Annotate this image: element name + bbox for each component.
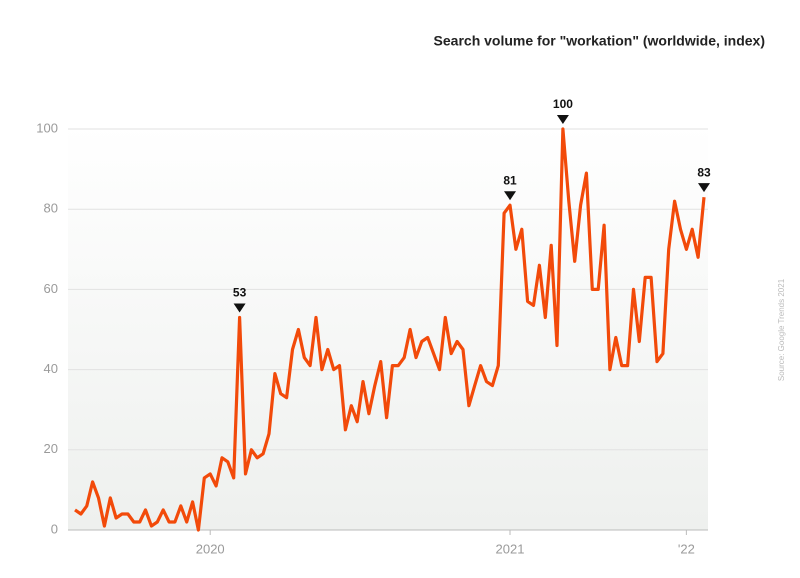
value-label: 53 [233,286,247,300]
plot-area [68,125,708,530]
y-tick-label: 40 [44,361,58,376]
peak-marker [233,303,246,313]
y-tick-label: 60 [44,281,58,296]
x-tick-label: 2021 [496,541,525,556]
line [74,127,706,532]
chart-title: Search volume for "workation" (worldwide… [434,33,765,49]
value-label: 81 [503,173,517,187]
peak-marker [698,183,710,193]
source: Source: Google Trends 2021 [777,278,786,381]
y-tick-label: 20 [44,441,58,456]
peak-marker [556,115,569,124]
y-tick-label: 80 [44,201,58,216]
value-label: 83 [697,165,711,179]
peak-marker [504,191,517,201]
y-tick-label: 100 [36,120,58,135]
value-label: 100 [553,97,573,111]
y-tick-label: 0 [51,521,58,536]
x-tick-label: '22 [678,541,695,556]
x-tick-label: 2020 [196,541,225,556]
